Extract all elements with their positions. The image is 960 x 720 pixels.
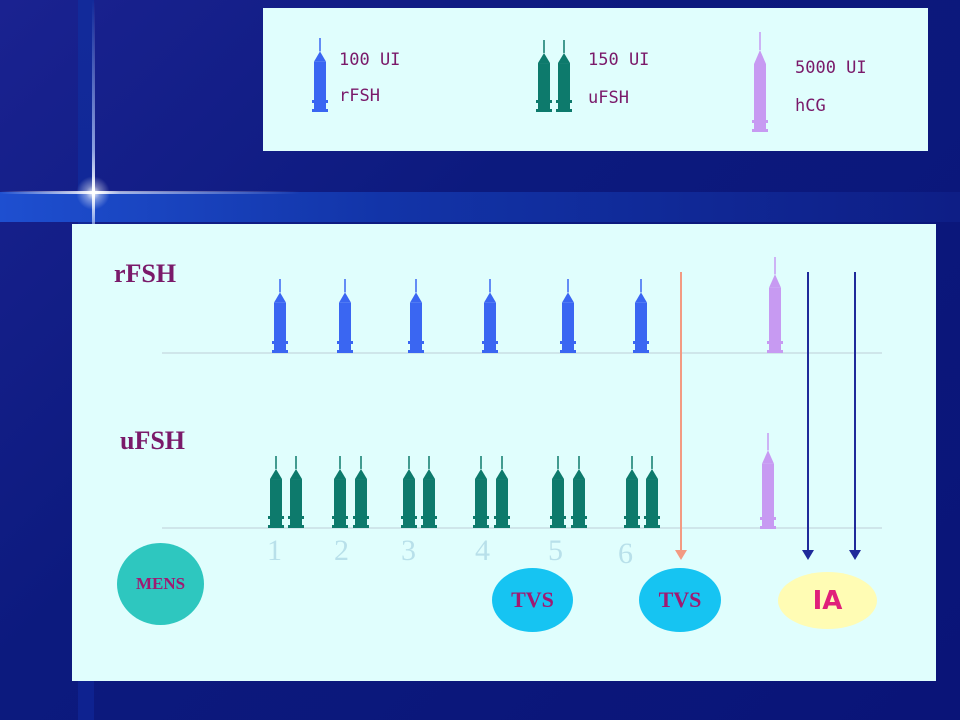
- ufsh-injection-syringe: [421, 456, 437, 528]
- rfsh-row-line: [162, 352, 882, 354]
- ia-label: IA: [812, 585, 843, 616]
- hcg-injection-syringe: [767, 257, 783, 353]
- tvs-event-oval: TVS: [492, 568, 573, 632]
- injection-syringes: [268, 257, 783, 529]
- hcg-syringe: [752, 32, 768, 132]
- tvs-event-oval: TVS: [639, 568, 721, 632]
- day-label: 6: [618, 537, 633, 570]
- rfsh-injection-syringe: [560, 279, 576, 353]
- ufsh-injection-syringe: [401, 456, 417, 528]
- ufsh-injection-syringe: [624, 456, 640, 528]
- ufsh-injection-syringe: [644, 456, 660, 528]
- legend-hcg-dose: 5000 UI: [795, 58, 867, 78]
- ufsh-row-label: uFSH: [120, 426, 186, 455]
- day-label: 1: [267, 534, 282, 567]
- tvs-label: TVS: [658, 587, 702, 612]
- timeline-drawing: [268, 257, 861, 560]
- blue-arrowhead: [802, 550, 814, 560]
- ia-event-oval: IA: [778, 572, 877, 629]
- rfsh-injection-syringe: [337, 279, 353, 353]
- ufsh-injection-syringe: [332, 456, 348, 528]
- day-label: 5: [548, 534, 563, 567]
- ufsh-syringe: [536, 40, 552, 112]
- ufsh-injection-syringe: [353, 456, 369, 528]
- mens-label: MENS: [135, 574, 186, 593]
- tvs-label: TVS: [511, 587, 554, 612]
- ufsh-syringe-pair-icon: [536, 40, 572, 112]
- mens-event-oval: MENS: [117, 543, 204, 625]
- hcg-syringe-icon: [752, 32, 768, 132]
- rfsh-row-label: rFSH: [114, 259, 177, 288]
- ufsh-row-line: [162, 527, 882, 529]
- blue-arrowhead: [849, 550, 861, 560]
- ufsh-injection-syringe: [288, 456, 304, 528]
- day-label: 3: [401, 534, 416, 567]
- lens-flare-horizontal: [0, 191, 300, 194]
- salmon-arrowhead: [675, 550, 687, 560]
- legend-rfsh-name: rFSH: [339, 86, 380, 106]
- rfsh-injection-syringe: [408, 279, 424, 353]
- rfsh-syringe-icon: [312, 38, 328, 112]
- legend-ufsh-name: uFSH: [588, 88, 629, 108]
- protocol-timeline-panel: rFSH uFSH 1 2 3 4 5 6 MENS TVS TVS IA: [72, 224, 936, 681]
- ufsh-injection-syringe: [268, 456, 284, 528]
- ufsh-syringe: [556, 40, 572, 112]
- legend-panel: 100 UI rFSH 150 UI uFSH 5000 UI hCG: [263, 8, 928, 151]
- legend-hcg-name: hCG: [795, 96, 826, 116]
- ufsh-injection-syringe: [550, 456, 566, 528]
- rfsh-injection-syringe: [272, 279, 288, 353]
- legend-syringes: [312, 32, 768, 132]
- rfsh-injection-syringe: [482, 279, 498, 353]
- timeline-arrows: [675, 272, 861, 560]
- lens-flare-center: [76, 176, 110, 210]
- ufsh-injection-syringe: [571, 456, 587, 528]
- lens-flare-vertical: [92, 0, 95, 300]
- rfsh-injection-syringe: [633, 279, 649, 353]
- ufsh-injection-syringe: [473, 456, 489, 528]
- legend-ufsh-dose: 150 UI: [588, 50, 650, 70]
- background-stripe: [0, 192, 960, 222]
- rfsh-syringe: [312, 38, 328, 112]
- hcg-injection-syringe: [760, 433, 776, 529]
- day-label: 4: [475, 534, 490, 567]
- day-label: 2: [334, 534, 349, 567]
- ufsh-injection-syringe: [494, 456, 510, 528]
- legend-rfsh-dose: 100 UI: [339, 50, 401, 70]
